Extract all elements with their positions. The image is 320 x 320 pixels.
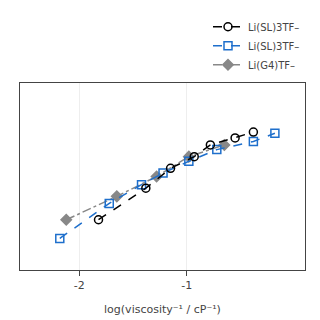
svg-text:-1: -1 [181, 279, 192, 292]
svg-text:Li(SL)3TF–: Li(SL)3TF– [248, 22, 299, 33]
svg-text:Li(SL)3TF–: Li(SL)3TF– [248, 41, 299, 52]
svg-text:log(viscosity⁻¹ / cP⁻¹): log(viscosity⁻¹ / cP⁻¹) [104, 303, 221, 316]
svg-text:Li(G4)TF–: Li(G4)TF– [248, 60, 295, 71]
svg-text:-2: -2 [74, 279, 85, 292]
